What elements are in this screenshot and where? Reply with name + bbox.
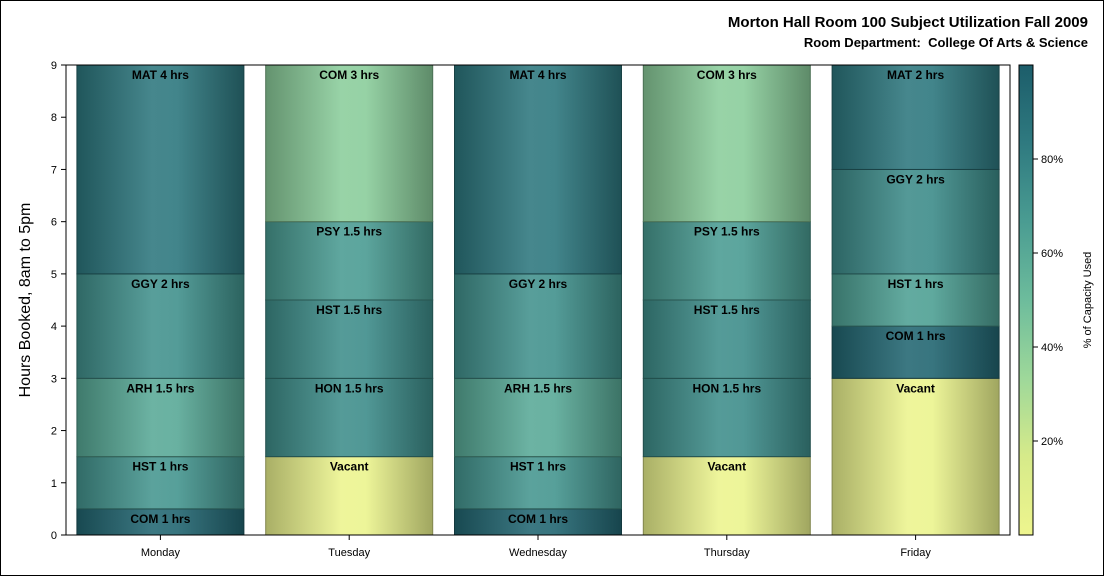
y-tick-label: 9	[51, 60, 57, 72]
segment-label: MAT 4 hrs	[509, 68, 566, 82]
colorbar-ramp	[1018, 64, 1034, 536]
segment-label: ARH 1.5 hrs	[126, 381, 194, 395]
bar-group-friday: Vacant COM 1 hrs HST 1 hrs GGY 2 hrs MAT 2 h…	[831, 64, 1000, 536]
segment-label: COM 1 hrs	[886, 329, 946, 343]
bar-group-monday: COM 1 hrs HST 1 hrs ARH 1.5 hrs GGY 2 hrs MA…	[76, 64, 245, 536]
segment-label: HST 1.5 hrs	[316, 303, 382, 317]
bar-segment[interactable]	[642, 64, 811, 223]
x-tick-label: Tuesday	[328, 547, 370, 559]
y-tick-label: 0	[51, 530, 57, 542]
x-tick-label: Thursday	[704, 547, 750, 559]
bar-segment[interactable]	[454, 64, 622, 275]
bar-segment[interactable]	[831, 64, 1000, 170]
segment-label: HST 1 hrs	[510, 460, 566, 474]
bar-segment[interactable]	[831, 168, 1000, 275]
segment-label: HST 1 hrs	[132, 460, 188, 474]
segment-label: GGY 2 hrs	[131, 277, 190, 291]
segment-label: Vacant	[896, 381, 935, 395]
colorbar-tick-label: 80%	[1041, 154, 1063, 166]
axes-group: Monday Tuesday Wednesday Thursday Friday 0 1 2 3…	[17, 60, 1011, 559]
segment-label: MAT 2 hrs	[887, 68, 944, 82]
segment-label: ARH 1.5 hrs	[504, 381, 572, 395]
bar-segment[interactable]	[454, 377, 622, 458]
x-tick-label: Friday	[900, 547, 931, 559]
segment-label: PSY 1.5 hrs	[316, 225, 382, 239]
segment-label: Vacant	[707, 460, 746, 474]
bar-segment[interactable]	[642, 456, 811, 536]
bar-segment[interactable]	[642, 299, 811, 379]
bar-segment[interactable]	[76, 273, 245, 379]
bar-segment[interactable]	[642, 377, 811, 458]
bar-segment[interactable]	[265, 377, 434, 458]
segment-label: HST 1 hrs	[888, 277, 944, 291]
segment-label: HST 1.5 hrs	[694, 303, 760, 317]
colorbar-title: % of Capacity Used	[1082, 252, 1094, 349]
bar-segment[interactable]	[642, 221, 811, 301]
bar-segment[interactable]	[76, 64, 245, 275]
x-tick-label: Wednesday	[509, 547, 567, 559]
colorbar-group: 20% 40% 60% 80% % of Capacity Used	[1018, 64, 1094, 536]
y-tick-label: 2	[51, 426, 57, 438]
bar-group-wednesday: COM 1 hrs HST 1 hrs ARH 1.5 hrs GGY 2 hrs MA…	[454, 64, 622, 536]
segment-label: HON 1.5 hrs	[315, 381, 384, 395]
y-axis-title: Hours Booked, 8am to 5pm	[17, 203, 34, 398]
bar-group-thursday: Vacant HON 1.5 hrs HST 1.5 hrs PSY 1.5 hrs C…	[642, 64, 811, 536]
bar-segment[interactable]	[831, 273, 1000, 327]
bar-segment[interactable]	[265, 299, 434, 379]
x-tick-label: Monday	[141, 547, 181, 559]
y-tick-label: 1	[51, 478, 57, 490]
bar-segment[interactable]	[454, 508, 622, 536]
segment-label: COM 3 hrs	[319, 68, 379, 82]
segment-label: COM 1 hrs	[508, 512, 568, 526]
colorbar-tick-label: 40%	[1041, 342, 1063, 354]
bar-segment[interactable]	[454, 273, 622, 379]
segment-label: GGY 2 hrs	[509, 277, 568, 291]
y-tick-label: 3	[51, 373, 57, 385]
y-tick-label: 4	[51, 321, 57, 333]
segment-label: MAT 4 hrs	[132, 68, 189, 82]
segment-label: PSY 1.5 hrs	[694, 225, 760, 239]
chart-subtitle: Room Department: College Of Arts & Scien…	[803, 35, 1088, 50]
y-tick-label: 5	[51, 269, 57, 281]
y-tick-label: 7	[51, 164, 57, 176]
segment-label: GGY 2 hrs	[886, 172, 945, 186]
bars-group: COM 1 hrs HST 1 hrs ARH 1.5 hrs GGY 2 hrs MA…	[76, 64, 1000, 536]
plot-area-border	[65, 64, 1011, 536]
segment-label: COM 1 hrs	[130, 512, 190, 526]
bar-segment[interactable]	[454, 456, 622, 510]
chart-title: Morton Hall Room 100 Subject Utilization…	[727, 14, 1088, 31]
bar-segment[interactable]	[831, 325, 1000, 379]
colorbar-tick-label: 20%	[1041, 436, 1063, 448]
segment-label: COM 3 hrs	[697, 68, 757, 82]
segment-label: Vacant	[330, 460, 369, 474]
y-tick-label: 8	[51, 112, 57, 124]
colorbar-tick-label: 60%	[1041, 248, 1063, 260]
bar-segment[interactable]	[831, 377, 1000, 536]
y-tick-label: 6	[51, 217, 57, 229]
bar-segment[interactable]	[265, 64, 434, 223]
bar-group-tuesday: Vacant HON 1.5 hrs HST 1.5 hrs PSY 1.5 hrs C…	[265, 64, 434, 536]
segment-label: HON 1.5 hrs	[692, 381, 761, 395]
